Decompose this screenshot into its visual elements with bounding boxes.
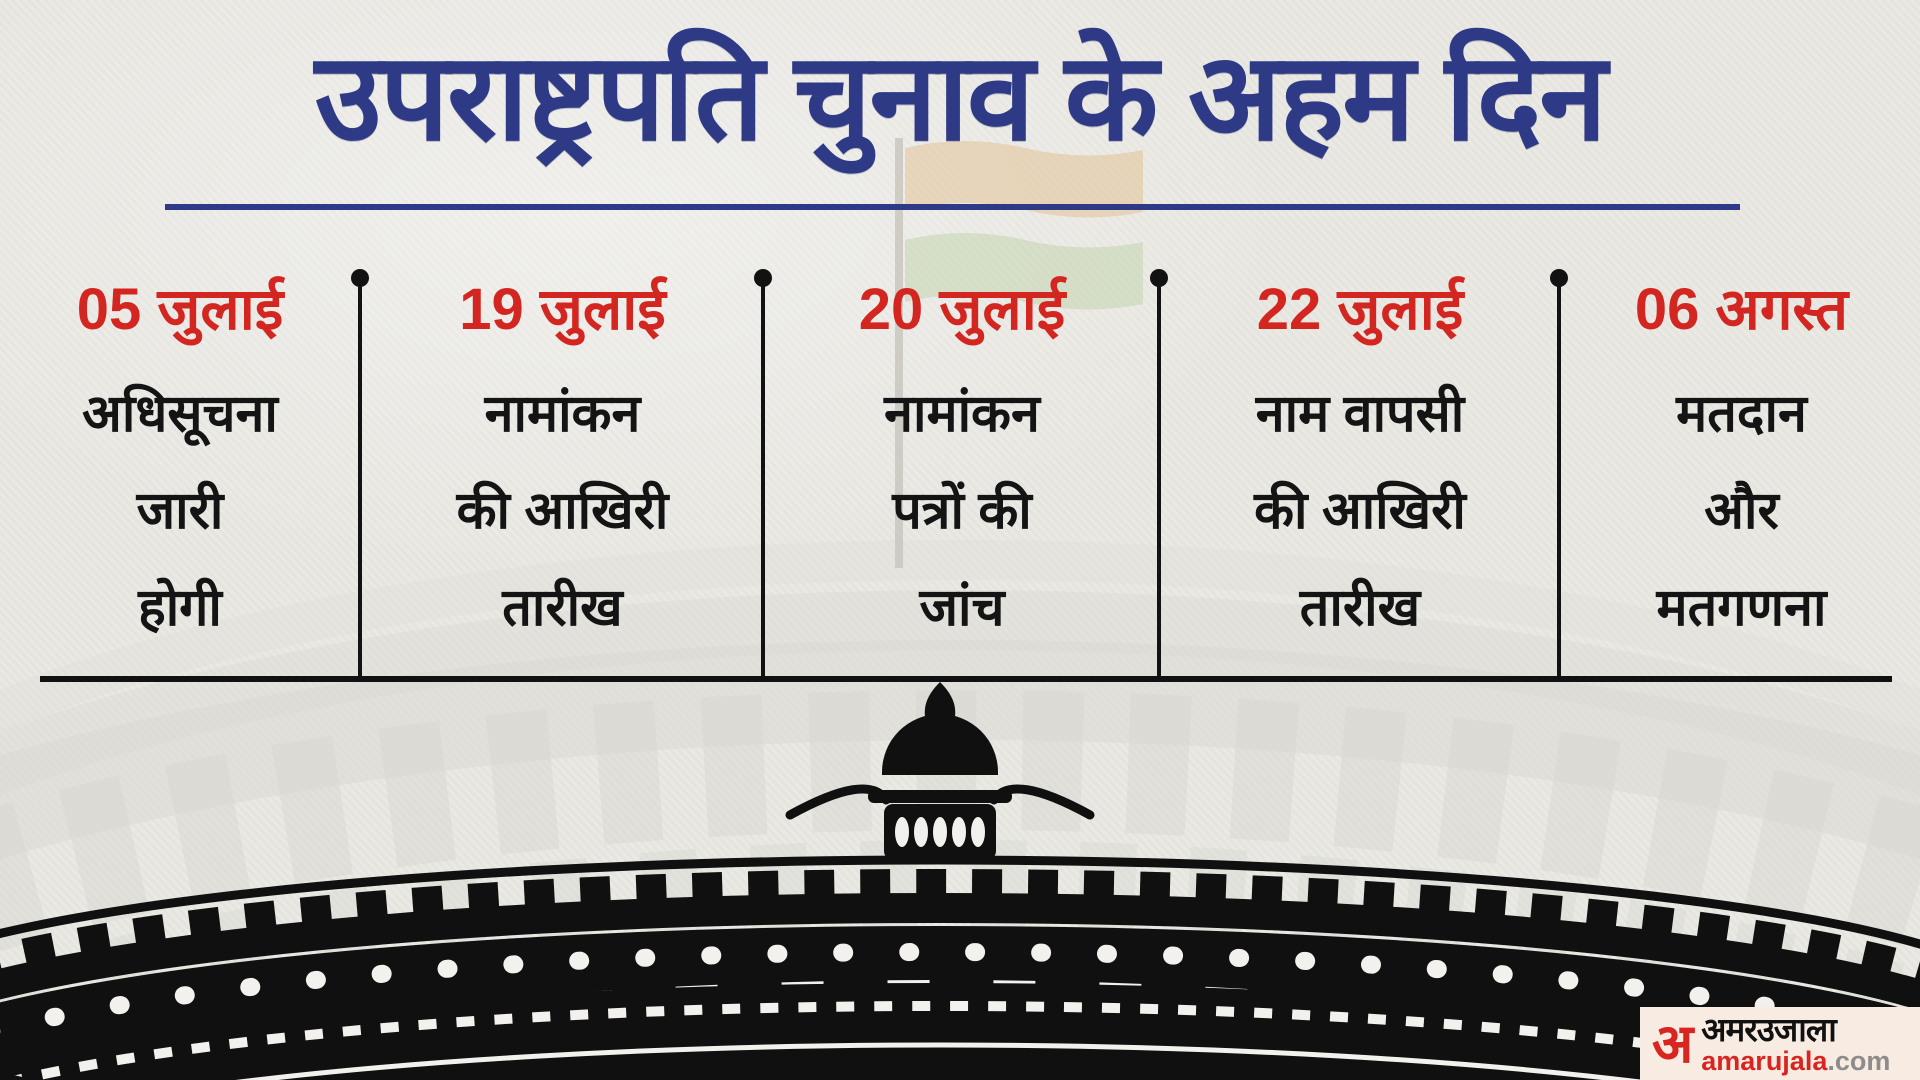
timeline-marker-dot-icon xyxy=(754,269,772,287)
timeline-description: नामांकन की आखिरी तारीख xyxy=(364,366,761,657)
timeline-divider xyxy=(1550,269,1568,680)
amar-ujala-logo-mark-icon: अ xyxy=(1652,1013,1694,1074)
timeline-description: नाम वापसी की आखिरी तारीख xyxy=(1163,366,1557,657)
description-line: तारीख xyxy=(502,579,623,637)
description-line: मतदान xyxy=(1676,385,1807,443)
description-line: तारीख xyxy=(1299,579,1421,637)
timeline-marker-dot-icon xyxy=(1150,269,1168,287)
timeline-date: 05 जुलाई xyxy=(76,277,284,342)
timeline-divider xyxy=(351,269,369,680)
timeline-marker-dot-icon xyxy=(351,269,369,287)
timeline-date: 22 जुलाई xyxy=(1256,277,1464,342)
description-line: नामांकन xyxy=(884,385,1040,443)
logo-hindi-name: अमरउजाला xyxy=(1701,1010,1836,1048)
timeline-description: अधिसूचना जारी होगी xyxy=(0,366,360,657)
title-underline xyxy=(165,204,1740,210)
description-line: नाम वापसी xyxy=(1255,385,1465,443)
description-line: जारी xyxy=(136,482,224,540)
timeline-description: नामांकन पत्रों की जांच xyxy=(767,366,1157,657)
india-flag-faded-icon xyxy=(895,138,1143,568)
timeline-date: 06 अगस्त xyxy=(1634,277,1849,342)
page-title: उपराष्ट्रपति चुनाव के अहम दिन xyxy=(314,29,1607,165)
timeline-date: 19 जुलाई xyxy=(459,277,666,342)
logo-text-wrap: अमरउजाला amarujala.com xyxy=(1701,1013,1890,1075)
dome-lantern-windows-icon xyxy=(895,817,985,847)
timeline-item-1: 05 जुलाई अधिसूचना जारी होगी xyxy=(0,272,360,682)
description-line: जांच xyxy=(919,579,1005,637)
logo-domain-name: amarujala xyxy=(1701,1045,1828,1076)
description-line: होगी xyxy=(138,579,222,637)
description-line: पत्रों की xyxy=(892,482,1032,540)
timeline-description: मतदान और मतगणना xyxy=(1563,366,1920,657)
logo-domain-tld: .com xyxy=(1827,1045,1891,1076)
description-line: अधिसूचना xyxy=(82,385,278,443)
timeline-item-4: 22 जुलाई नाम वापसी की आखिरी तारीख xyxy=(1163,272,1557,682)
logo-domain: amarujala.com xyxy=(1701,1045,1891,1076)
timeline-item-3: 20 जुलाई नामांकन पत्रों की जांच xyxy=(767,272,1157,682)
timeline-date: 20 जुलाई xyxy=(858,277,1066,342)
timeline-baseline-rule xyxy=(40,676,1892,682)
timeline-divider xyxy=(754,269,772,680)
description-line: मतगणना xyxy=(1656,579,1827,637)
timeline-item-5: 06 अगस्त मतदान और मतगणना xyxy=(1563,272,1920,682)
description-line: की आखिरी xyxy=(456,482,669,540)
timeline-item-2: 19 जुलाई नामांकन की आखिरी तारीख xyxy=(364,272,761,682)
description-line: की आखिरी xyxy=(1254,482,1466,540)
description-line: नामांकन xyxy=(484,385,641,443)
publisher-logo: अ अमरउजाला amarujala.com xyxy=(1640,1007,1920,1080)
timeline-marker-dot-icon xyxy=(1550,269,1568,287)
timeline-divider xyxy=(1150,269,1168,680)
description-line: और xyxy=(1704,482,1779,540)
